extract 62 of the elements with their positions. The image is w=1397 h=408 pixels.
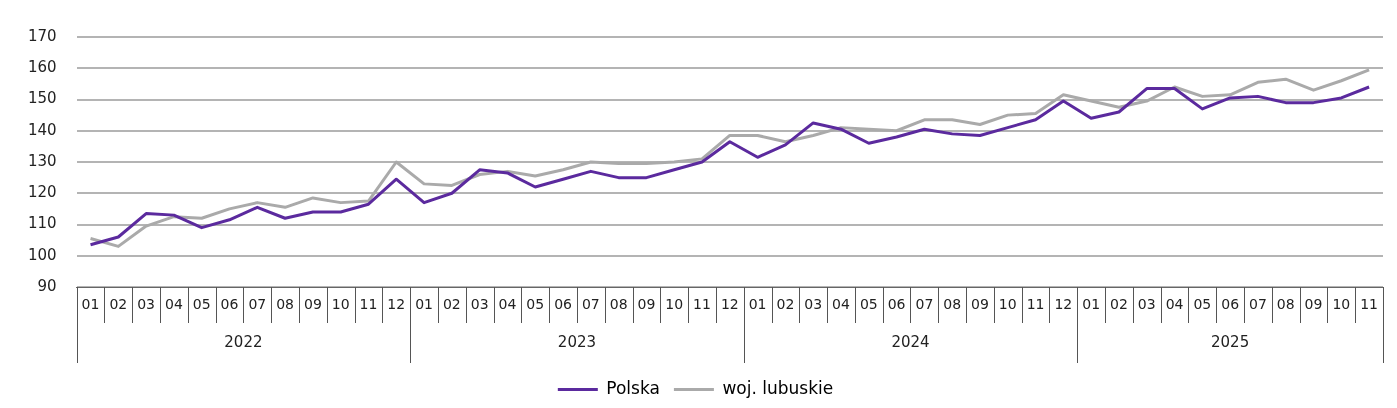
x-tick-label: 10 (331, 296, 350, 313)
x-tick-label: 09 (303, 296, 322, 313)
x-tick-label: 11 (1026, 296, 1045, 313)
x-tick-label: 09 (1304, 296, 1323, 313)
x-tick-label: 05 (526, 296, 545, 313)
x-tick-label: 07 (915, 296, 934, 313)
y-tick-label: 100 (27, 245, 57, 264)
x-tick-label: 12 (1054, 296, 1073, 313)
x-tick-label: 10 (665, 296, 684, 313)
y-tick-label: 110 (27, 214, 57, 233)
y-tick-label: 150 (27, 89, 57, 108)
x-tick-label: 05 (192, 296, 211, 313)
x-tick-label: 03 (804, 296, 823, 313)
x-tick-label: 09 (637, 296, 656, 313)
x-tick-label: 02 (776, 296, 795, 313)
x-tick-label: 02 (1110, 296, 1128, 313)
x-tick-label: 03 (470, 296, 489, 313)
x-tick-label: 11 (1360, 296, 1379, 313)
y-tick-label: 130 (27, 151, 57, 170)
x-tick-label: 05 (859, 296, 878, 313)
x-tick-label: 07 (581, 296, 600, 313)
x-tick-label: 12 (720, 296, 739, 313)
x-tick-label: 02 (442, 296, 461, 313)
x-tick-label: 03 (1137, 296, 1156, 313)
x-tick-label: 04 (832, 296, 850, 313)
x-tick-label: 02 (109, 296, 128, 313)
x-tick-label: 06 (220, 296, 239, 313)
x-tick-label: 12 (387, 296, 406, 313)
y-tick-label: 170 (27, 26, 57, 45)
text: 2024 (891, 332, 930, 351)
x-tick-label: 01 (1082, 296, 1101, 313)
y-tick-label: 90 (37, 276, 57, 295)
x-tick-label: 08 (943, 296, 962, 313)
x-tick-label: 06 (1221, 296, 1240, 313)
x-tick-label: 01 (81, 296, 100, 313)
x-tick-label: 03 (137, 296, 156, 313)
x-tick-label: 08 (276, 296, 295, 313)
x-tick-label: 11 (359, 296, 378, 313)
x-tick-label: 10 (1332, 296, 1351, 313)
text: 2025 (1211, 332, 1250, 351)
y-tick-label: 160 (27, 58, 57, 77)
x-tick-label: 11 (693, 296, 711, 313)
x-tick-label: 06 (554, 296, 573, 313)
x-tick-label: 07 (1249, 296, 1267, 313)
y-tick-label: 140 (27, 120, 57, 139)
x-tick-label: 07 (248, 296, 267, 313)
text: 2023 (557, 332, 597, 351)
text: 2022 (224, 332, 263, 351)
x-tick-label: 08 (609, 296, 628, 313)
x-tick-label: 01 (415, 296, 433, 313)
x-tick-label: 04 (165, 296, 183, 313)
x-tick-label: 01 (748, 296, 767, 313)
x-tick-label: 09 (971, 296, 989, 313)
x-tick-label: 08 (1276, 296, 1295, 313)
y-tick-label: 120 (27, 183, 57, 202)
x-tick-label: 04 (498, 296, 517, 313)
x-tick-label: 05 (1193, 296, 1212, 313)
legend-label: woj. lubuskie (722, 377, 834, 398)
x-tick-label: 06 (887, 296, 906, 313)
legend-label: Polska (606, 377, 660, 398)
x-tick-label: 10 (998, 296, 1017, 313)
x-tick-label: 04 (1165, 296, 1184, 313)
